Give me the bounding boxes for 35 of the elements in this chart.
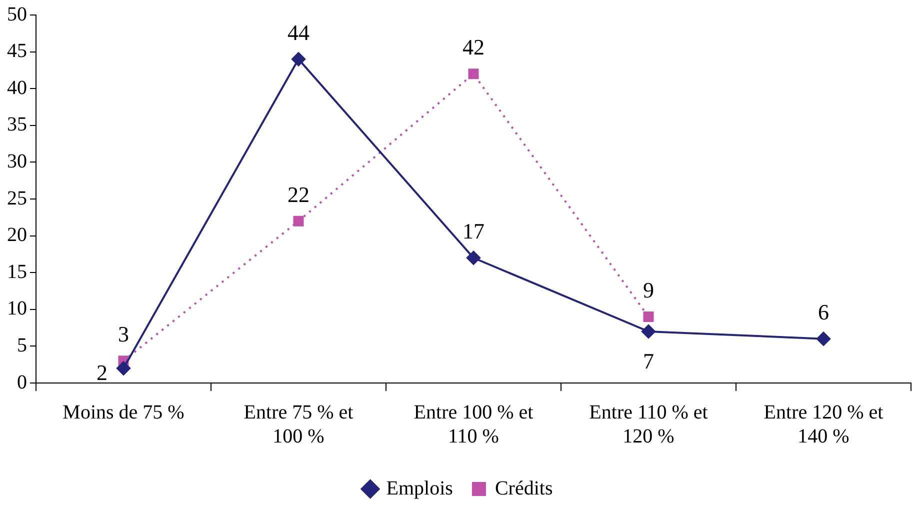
data-label: 17 xyxy=(462,218,484,244)
x-tick-label: Entre 100 % et 110 % xyxy=(414,401,534,448)
y-tick-label: 0 xyxy=(17,371,27,394)
data-label: 44 xyxy=(288,20,310,45)
data-label: 22 xyxy=(288,182,310,207)
legend-label: Emplois xyxy=(386,477,454,500)
point xyxy=(292,52,306,66)
x-tick-label: Entre 110 % et 120 % xyxy=(589,401,708,448)
x-tick-label: Entre 75 % et 100 % xyxy=(244,401,354,448)
data-label: 9 xyxy=(643,278,654,303)
x-tick-label: Moins de 75 % xyxy=(62,401,184,424)
y-tick-label: 25 xyxy=(7,187,27,210)
y-tick-label: 30 xyxy=(7,150,27,172)
y-tick-label: 15 xyxy=(7,260,27,283)
y-tick-label: 45 xyxy=(7,40,27,62)
legend-label: Crédits xyxy=(494,477,553,500)
data-label: 7 xyxy=(643,348,654,374)
point xyxy=(293,216,304,226)
point xyxy=(468,68,479,80)
y-tick-label: 35 xyxy=(7,114,27,136)
y-tick-label: 5 xyxy=(17,334,27,356)
data-label: 6 xyxy=(818,300,829,325)
point xyxy=(642,324,656,338)
y-tick-label: 10 xyxy=(7,298,27,320)
point xyxy=(116,361,130,376)
data-label: 3 xyxy=(118,322,129,347)
y-tick-label: 20 xyxy=(7,224,27,246)
point xyxy=(816,332,830,346)
y-tick-label: 50 xyxy=(7,3,27,26)
point xyxy=(643,312,654,322)
data-label: 42 xyxy=(462,34,484,60)
y-tick-label: 40 xyxy=(7,76,27,99)
x-tick-label: Entre 120 % et 140 % xyxy=(764,401,884,448)
data-label: 2 xyxy=(96,360,108,386)
point xyxy=(466,250,480,265)
